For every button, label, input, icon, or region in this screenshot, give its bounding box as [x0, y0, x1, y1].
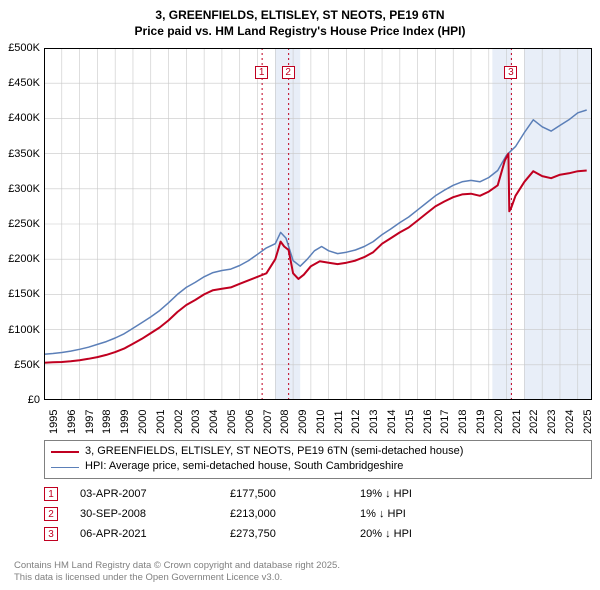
x-tick-label: 2019	[475, 410, 487, 434]
x-tick-label: 2012	[350, 410, 362, 434]
chart-marker-badge: 2	[282, 66, 295, 79]
legend-swatch-1	[51, 467, 79, 468]
legend-label-0: 3, GREENFIELDS, ELTISLEY, ST NEOTS, PE19…	[85, 444, 463, 459]
x-tick-label: 2013	[368, 410, 380, 434]
x-tick-label: 2011	[333, 410, 345, 434]
y-tick-label: £400K	[0, 112, 40, 124]
marker-date-1: 30-SEP-2008	[80, 508, 230, 520]
x-tick-label: 2023	[546, 410, 558, 434]
y-tick-label: £0	[0, 394, 40, 406]
x-tick-label: 1997	[84, 410, 96, 434]
y-tick-label: £500K	[0, 42, 40, 54]
footer-line2: This data is licensed under the Open Gov…	[14, 572, 340, 584]
x-tick-label: 2000	[137, 410, 149, 434]
title-line1: 3, GREENFIELDS, ELTISLEY, ST NEOTS, PE19…	[0, 8, 600, 24]
title-line2: Price paid vs. HM Land Registry's House …	[0, 24, 600, 40]
x-tick-label: 2010	[315, 410, 327, 434]
title-block: 3, GREENFIELDS, ELTISLEY, ST NEOTS, PE19…	[0, 0, 600, 39]
x-tick-label: 1995	[48, 410, 60, 434]
x-tick-label: 2002	[173, 410, 185, 434]
y-tick-label: £50K	[0, 359, 40, 371]
marker-date-0: 03-APR-2007	[80, 488, 230, 500]
y-tick-label: £100K	[0, 324, 40, 336]
x-tick-label: 1999	[119, 410, 131, 434]
x-tick-label: 2014	[386, 410, 398, 434]
y-tick-label: £200K	[0, 253, 40, 265]
y-tick-label: £150K	[0, 288, 40, 300]
marker-date-2: 06-APR-2021	[80, 528, 230, 540]
legend-row-1: HPI: Average price, semi-detached house,…	[51, 459, 585, 474]
x-tick-label: 2020	[493, 410, 505, 434]
y-tick-label: £450K	[0, 77, 40, 89]
legend-row-0: 3, GREENFIELDS, ELTISLEY, ST NEOTS, PE19…	[51, 444, 585, 459]
chart-marker-badge: 3	[504, 66, 517, 79]
x-tick-label: 2001	[155, 410, 167, 434]
marker-row-1: 2 30-SEP-2008 £213,000 1% ↓ HPI	[44, 504, 490, 524]
footer-line1: Contains HM Land Registry data © Crown c…	[14, 560, 340, 572]
marker-badge-2: 3	[44, 527, 58, 541]
x-tick-label: 2025	[582, 410, 594, 434]
chart-area	[44, 48, 592, 400]
legend-swatch-0	[51, 451, 79, 453]
y-tick-label: £300K	[0, 183, 40, 195]
x-tick-label: 2017	[439, 410, 451, 434]
legend-box: 3, GREENFIELDS, ELTISLEY, ST NEOTS, PE19…	[44, 440, 592, 479]
x-tick-label: 2007	[262, 410, 274, 434]
y-tick-label: £250K	[0, 218, 40, 230]
x-tick-label: 2006	[244, 410, 256, 434]
x-tick-label: 2024	[564, 410, 576, 434]
marker-row-0: 1 03-APR-2007 £177,500 19% ↓ HPI	[44, 484, 490, 504]
marker-diff-0: 19% ↓ HPI	[360, 488, 490, 500]
marker-price-0: £177,500	[230, 488, 360, 500]
x-tick-label: 1998	[101, 410, 113, 434]
chart-container: 3, GREENFIELDS, ELTISLEY, ST NEOTS, PE19…	[0, 0, 600, 590]
marker-price-2: £273,750	[230, 528, 360, 540]
marker-diff-1: 1% ↓ HPI	[360, 508, 490, 520]
y-tick-label: £350K	[0, 148, 40, 160]
legend-label-1: HPI: Average price, semi-detached house,…	[85, 459, 403, 474]
x-tick-label: 1996	[66, 410, 78, 434]
x-tick-label: 2015	[404, 410, 416, 434]
x-tick-label: 2021	[511, 410, 523, 434]
x-tick-label: 2005	[226, 410, 238, 434]
marker-price-1: £213,000	[230, 508, 360, 520]
marker-row-2: 3 06-APR-2021 £273,750 20% ↓ HPI	[44, 524, 490, 544]
chart-svg	[44, 48, 592, 400]
footer: Contains HM Land Registry data © Crown c…	[14, 560, 340, 584]
x-tick-label: 2003	[190, 410, 202, 434]
marker-badge-0: 1	[44, 487, 58, 501]
marker-diff-2: 20% ↓ HPI	[360, 528, 490, 540]
chart-marker-badge: 1	[255, 66, 268, 79]
x-tick-label: 2016	[422, 410, 434, 434]
markers-table: 1 03-APR-2007 £177,500 19% ↓ HPI 2 30-SE…	[44, 484, 490, 544]
x-tick-label: 2009	[297, 410, 309, 434]
x-tick-label: 2018	[457, 410, 469, 434]
x-tick-label: 2008	[279, 410, 291, 434]
marker-badge-1: 2	[44, 507, 58, 521]
x-tick-label: 2022	[528, 410, 540, 434]
x-tick-label: 2004	[208, 410, 220, 434]
